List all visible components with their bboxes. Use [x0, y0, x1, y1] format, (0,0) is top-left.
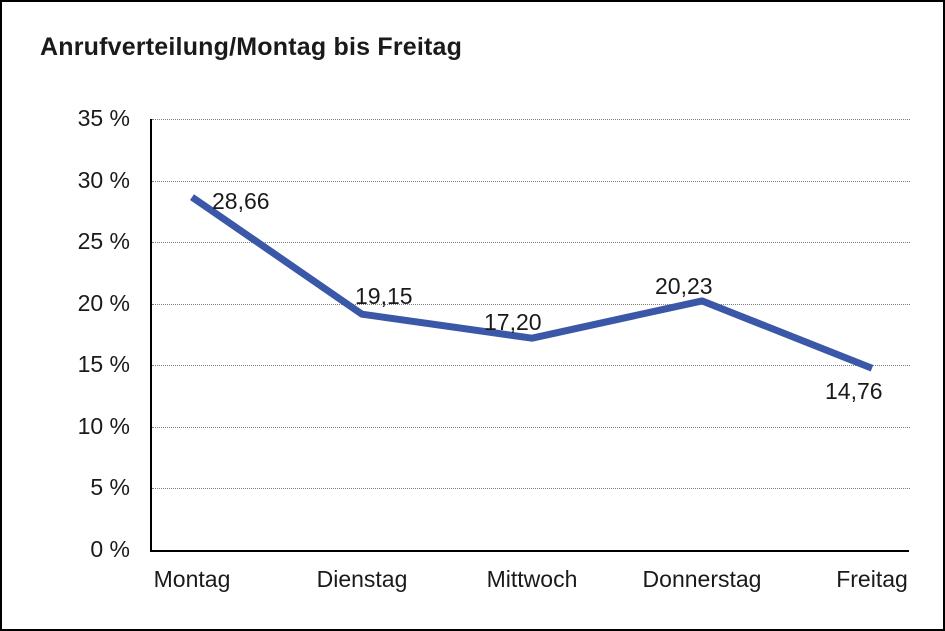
- x-category-label: Mittwoch: [486, 566, 578, 592]
- y-tick-label: 10 %: [77, 412, 130, 439]
- gridline: [152, 365, 910, 367]
- x-axis-labels: Montag Dienstag Mittwoch Donnerstag Freitag: [152, 566, 909, 600]
- y-axis-labels: 35 % 30 % 25 % 20 % 15 % 10 % 5 % 0 %: [2, 2, 130, 629]
- gridline: [152, 303, 910, 305]
- x-category-label: Freitag: [836, 566, 908, 592]
- data-line: [190, 194, 874, 372]
- gridline: [152, 242, 910, 244]
- x-category-label: Dienstag: [316, 566, 408, 592]
- y-tick-label: 15 %: [77, 351, 130, 378]
- x-category-label: Montag: [153, 566, 231, 592]
- value-label: 19,15: [355, 283, 413, 310]
- gridline: [152, 119, 910, 120]
- gridline: [152, 180, 910, 182]
- y-tick-label: 25 %: [77, 228, 130, 255]
- value-label: 17,20: [484, 309, 542, 336]
- x-category-label: Donnerstag: [642, 566, 762, 592]
- y-tick-label: 20 %: [77, 289, 130, 316]
- y-tick-label: 30 %: [77, 166, 130, 193]
- line-series-svg: [190, 194, 874, 372]
- value-label: 14,76: [825, 378, 883, 405]
- y-tick-label: 5 %: [90, 474, 130, 501]
- value-label: 28,66: [212, 188, 270, 215]
- chart-title: Anrufverteilung/Montag bis Freitag: [40, 33, 463, 61]
- plot-area: 28,66 19,15 17,20 20,23 14,76: [150, 119, 910, 552]
- value-label: 20,23: [655, 272, 713, 299]
- y-tick-label: 35 %: [77, 104, 130, 131]
- y-tick-label: 0 %: [90, 535, 130, 562]
- gridline: [152, 488, 910, 490]
- gridline: [152, 426, 910, 428]
